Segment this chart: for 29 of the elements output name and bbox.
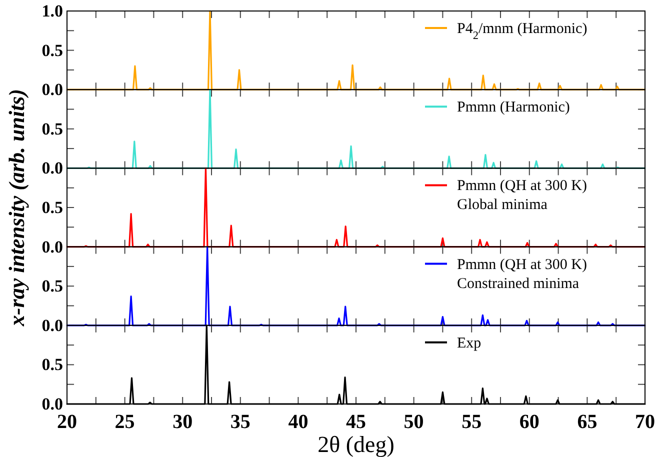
legend-label: Pmmn (QH at 300 K) Global minima: [457, 178, 587, 214]
legend-label: Exp: [457, 335, 482, 352]
x-tick-label: 70: [635, 411, 655, 434]
x-tick-label: 55: [462, 411, 482, 434]
x-tick-label: 40: [288, 411, 308, 434]
y-tick-label: 0.5: [42, 40, 63, 60]
x-tick-label: 60: [519, 411, 540, 434]
y-tick-label: 0.5: [42, 276, 63, 296]
x-tick-label: 45: [346, 411, 366, 434]
y-tick-label: 0.0: [42, 237, 63, 256]
x-tick-label: 35: [230, 411, 250, 434]
y-tick-label: 0.5: [42, 119, 63, 138]
x-tick-label: 50: [404, 411, 424, 434]
legend-label: P4$_{2}$/mnm (Harmonic): [457, 21, 588, 42]
x-tick-label: 30: [172, 411, 193, 434]
y-tick-label: 0.0: [42, 394, 63, 414]
y-tick-label: 0.5: [42, 198, 63, 217]
x-tick-label: 65: [577, 411, 598, 434]
y-tick-label: 0.0: [42, 316, 63, 335]
y-tick-label: 0.0: [42, 158, 63, 178]
x-tick-label: 20: [57, 411, 77, 434]
x-tick-label: 25: [114, 411, 135, 434]
y-tick-label: 0.0: [42, 80, 63, 100]
y-tick-label: 0.5: [42, 355, 63, 374]
x-axis-title: 2θ (deg): [318, 432, 394, 457]
y-axis-title: x-ray intensity (arb. units): [4, 88, 29, 328]
legend-label: Pmmn (QH at 300 K) Constrained minima: [457, 256, 587, 292]
y-tick-label: 1.0: [42, 1, 63, 20]
legend-label: Pmmn (Harmonic): [457, 100, 570, 116]
